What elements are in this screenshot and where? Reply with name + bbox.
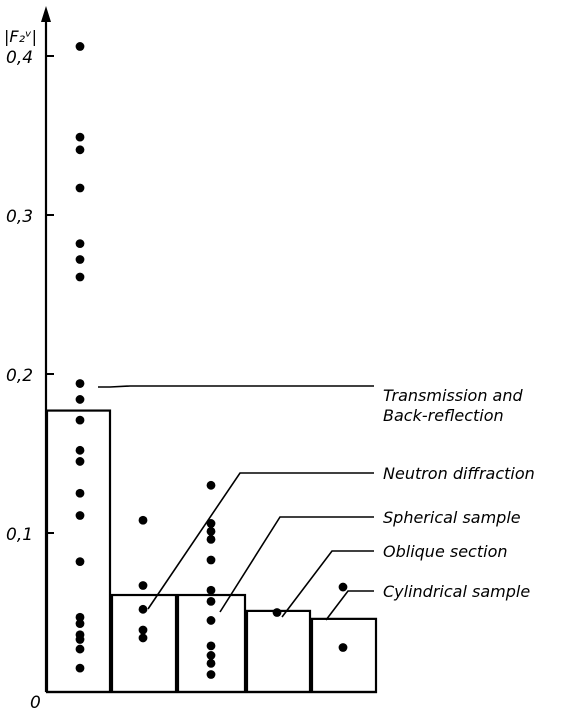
data-point	[138, 633, 148, 643]
data-point	[75, 255, 85, 264]
annotation-label: Spherical sample	[383, 508, 521, 527]
data-point	[206, 534, 216, 544]
axis-layer: |F₂ᵛ| 0 0,1 0,2 0,3 0,4	[4, 6, 377, 711]
y-tick-label: 0	[30, 693, 41, 711]
data-point	[206, 596, 216, 606]
annotation-label: Transmission and	[383, 386, 524, 405]
data-point	[206, 641, 216, 651]
data-point	[75, 612, 85, 622]
annotation-label: Oblique section	[383, 542, 508, 561]
data-point	[75, 644, 85, 654]
data-point	[75, 619, 85, 629]
data-point	[138, 515, 148, 525]
y-tick-label: 0,3	[6, 207, 33, 227]
y-tick-label: 0,4	[6, 48, 33, 68]
data-point	[338, 582, 348, 592]
data-point	[75, 183, 85, 193]
data-point	[75, 557, 85, 567]
data-point	[272, 608, 282, 617]
annotation-label: Back-reflection	[383, 406, 504, 425]
annotation-leader	[219, 516, 374, 613]
data-point	[75, 415, 85, 425]
data-point	[75, 42, 85, 51]
y-axis-arrow	[41, 6, 51, 22]
annotation-label: Cylindrical sample	[383, 582, 530, 601]
bar	[45, 409, 112, 694]
data-point	[138, 604, 148, 614]
data-point	[206, 585, 216, 595]
data-point	[206, 519, 216, 528]
data-point	[206, 651, 216, 660]
bar	[245, 609, 312, 694]
data-point	[75, 457, 85, 466]
data-point	[206, 658, 216, 668]
data-point	[75, 379, 85, 388]
bar	[310, 617, 378, 694]
data-point	[75, 511, 85, 520]
data-point	[338, 643, 348, 652]
data-point	[75, 663, 85, 673]
data-point	[75, 239, 85, 249]
data-point	[138, 625, 148, 635]
y-axis-label: |F₂ᵛ|	[4, 27, 37, 46]
data-point	[75, 132, 85, 142]
bar	[176, 593, 247, 694]
data-point	[138, 581, 148, 590]
annotation-leader	[281, 550, 374, 618]
bar	[110, 593, 178, 694]
y-tick-label: 0,1	[6, 525, 33, 545]
data-point	[75, 272, 85, 282]
data-point	[75, 145, 85, 155]
annotation-leader	[325, 590, 374, 621]
data-point	[206, 527, 216, 536]
point-layer	[75, 42, 348, 679]
data-point	[206, 480, 216, 490]
y-tick-label: 0,2	[6, 366, 33, 386]
annotation-leader	[98, 385, 374, 388]
data-point	[206, 616, 216, 625]
data-point	[75, 488, 85, 498]
data-point	[75, 445, 85, 455]
data-point	[75, 395, 85, 404]
data-point	[75, 635, 85, 644]
data-point	[206, 670, 216, 679]
annotation-leader	[147, 472, 374, 610]
bar-layer	[45, 409, 378, 694]
annotation-label: Neutron diffraction	[383, 464, 535, 483]
data-point	[206, 555, 216, 565]
